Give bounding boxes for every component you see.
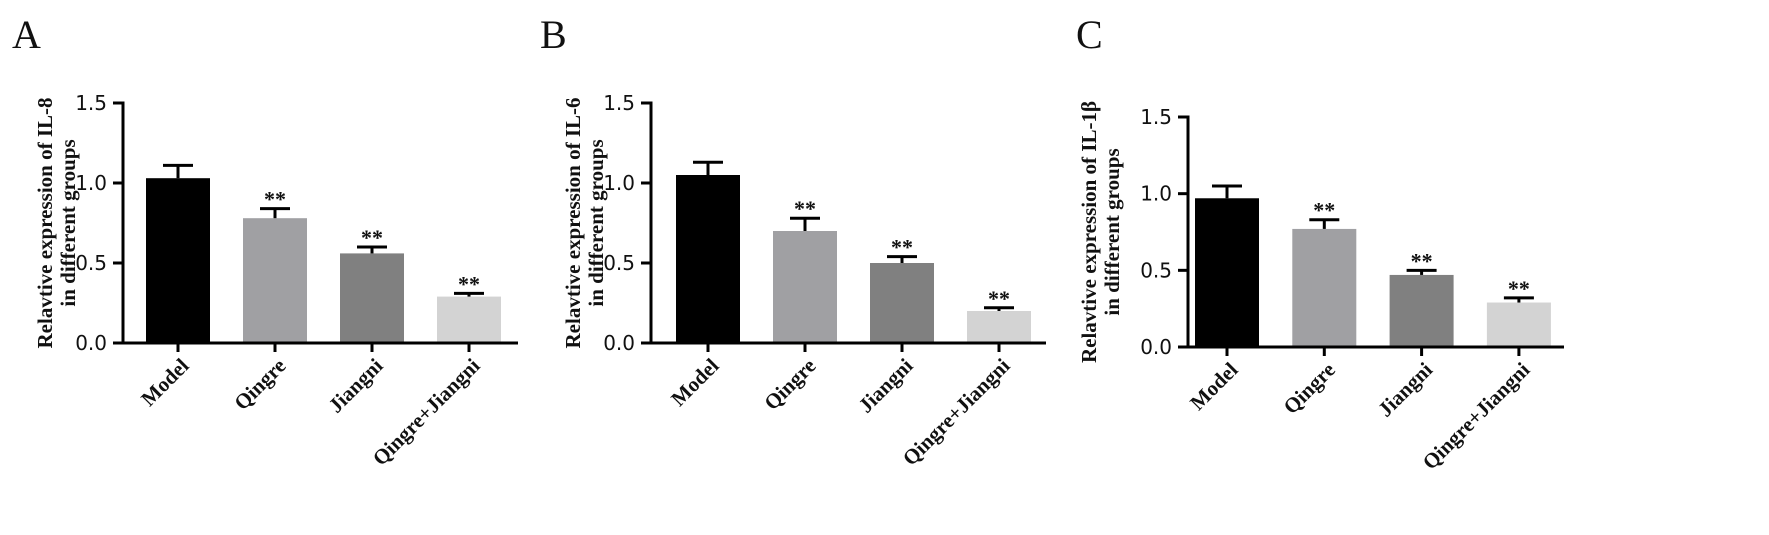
chart-panel-a: A Relavtive expression of IL-8in differen… [12, 12, 518, 470]
y-tick-label: 1.5 [75, 91, 107, 115]
y-axis-label-line-1: Relavtive expression of IL-6 [561, 97, 585, 348]
bar [967, 311, 1031, 343]
y-tick-label: 0.5 [1140, 258, 1172, 282]
x-tick-label: Model [136, 353, 194, 411]
chart-panel-b: B Relavtive expression of IL-6in differen… [540, 12, 1046, 470]
significance-mark: ** [1313, 198, 1335, 223]
bar [676, 175, 740, 343]
bar [1486, 302, 1551, 347]
y-tick-label: 0.0 [75, 331, 107, 355]
y-tick-label: 1.0 [603, 171, 635, 195]
y-tick-label: 0.5 [603, 251, 635, 275]
significance-mark: ** [891, 235, 913, 260]
y-axis-label-line-1: Relavtive expression of IL-8 [33, 97, 57, 348]
y-axis-label-line-2: in different groups [1100, 148, 1124, 315]
x-tick-label: Jiangni [324, 353, 388, 417]
x-tick-label: Jiangni [854, 353, 918, 417]
bar [437, 296, 501, 343]
y-axis-label: Relavtive expression of IL-6in different… [561, 97, 608, 348]
x-tick-label: Model [666, 353, 724, 411]
bar [1195, 198, 1259, 347]
y-axis-label: Relavtive expression of IL-1βin differen… [1077, 101, 1124, 363]
bar [870, 263, 934, 343]
significance-mark: ** [1508, 276, 1530, 301]
x-tick-label: Model [1185, 357, 1243, 415]
x-tick-label: Qingre [229, 354, 290, 415]
y-axis-label-line-2: in different groups [56, 139, 80, 306]
y-axis-label-line-1: Relavtive expression of IL-1β [1077, 101, 1101, 363]
bar [1389, 274, 1454, 347]
significance-mark: ** [264, 187, 286, 212]
y-axis-label: Relavtive expression of IL-8in different… [33, 97, 80, 348]
significance-mark: ** [794, 196, 816, 221]
x-tick-label: Jiangni [1373, 357, 1437, 421]
y-tick-label: 0.0 [603, 331, 635, 355]
chart-panel-c: C Relavtive expression of IL-1βin differe… [1076, 12, 1564, 474]
significance-mark: ** [1411, 248, 1433, 273]
bar [773, 231, 837, 343]
bar [146, 178, 210, 343]
panel-letter: A [12, 12, 41, 57]
bar [243, 218, 307, 343]
y-tick-label: 0.0 [1140, 335, 1172, 359]
panel-letter: C [1076, 12, 1103, 57]
significance-mark: ** [988, 286, 1010, 311]
y-tick-label: 1.5 [1140, 105, 1172, 129]
y-tick-label: 1.0 [1140, 182, 1172, 206]
significance-mark: ** [458, 271, 480, 296]
significance-mark: ** [361, 225, 383, 250]
y-axis-label-line-2: in different groups [584, 139, 608, 306]
y-tick-label: 1.0 [75, 171, 107, 195]
y-tick-label: 1.5 [603, 91, 635, 115]
y-tick-label: 0.5 [75, 251, 107, 275]
x-tick-label: Qingre [1279, 358, 1340, 419]
panel-letter: B [540, 12, 567, 57]
bar [1292, 228, 1357, 347]
x-tick-label: Qingre [759, 354, 820, 415]
bar [340, 253, 404, 343]
